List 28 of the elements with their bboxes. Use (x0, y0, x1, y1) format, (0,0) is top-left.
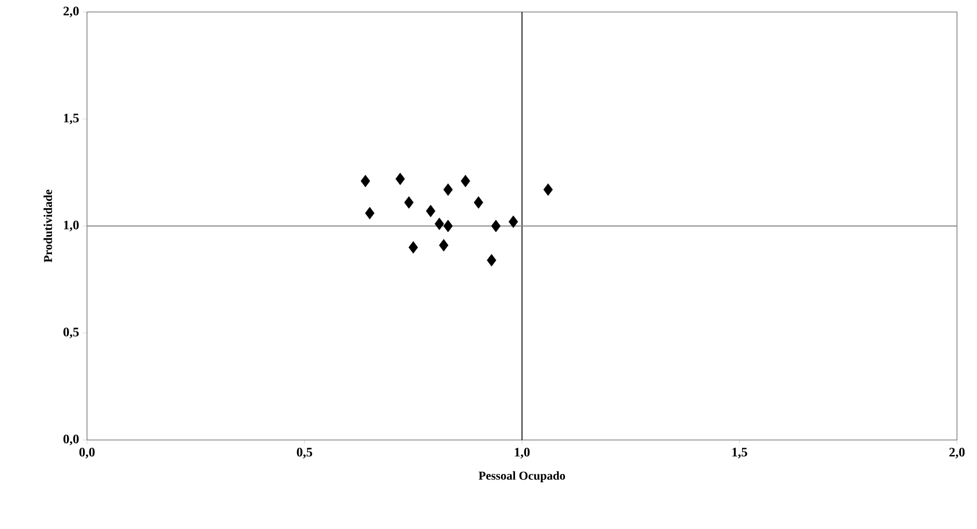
x-tick-label: 1,5 (732, 448, 748, 458)
point (460, 174, 470, 188)
point (365, 206, 374, 220)
y-tick-label: 1,5 (64, 114, 79, 124)
point (508, 216, 518, 228)
y-tick-label: 2,0 (64, 6, 79, 18)
point (443, 220, 453, 232)
point (491, 220, 501, 232)
point (360, 174, 370, 188)
point (543, 183, 553, 196)
y-tick-label: 0,5 (63, 328, 79, 338)
point (474, 196, 484, 209)
y-tick-label: 1,0 (64, 220, 79, 232)
point (426, 204, 436, 218)
point (396, 172, 405, 186)
point (439, 239, 448, 252)
point (404, 196, 414, 209)
y-axis-title: Produtividade (44, 190, 52, 262)
point (486, 254, 496, 266)
point (408, 241, 418, 254)
x-tick-label: 2,0 (949, 448, 965, 458)
x-axis-title: Pessoal Ocupado (478, 471, 566, 482)
x-tick-label: 0,5 (296, 448, 312, 458)
point (434, 218, 444, 230)
y-tick-label: 0,0 (63, 434, 79, 446)
point (443, 183, 453, 196)
x-tick-label: 1,0 (514, 448, 530, 458)
x-tick-label: 0,0 (79, 448, 95, 458)
